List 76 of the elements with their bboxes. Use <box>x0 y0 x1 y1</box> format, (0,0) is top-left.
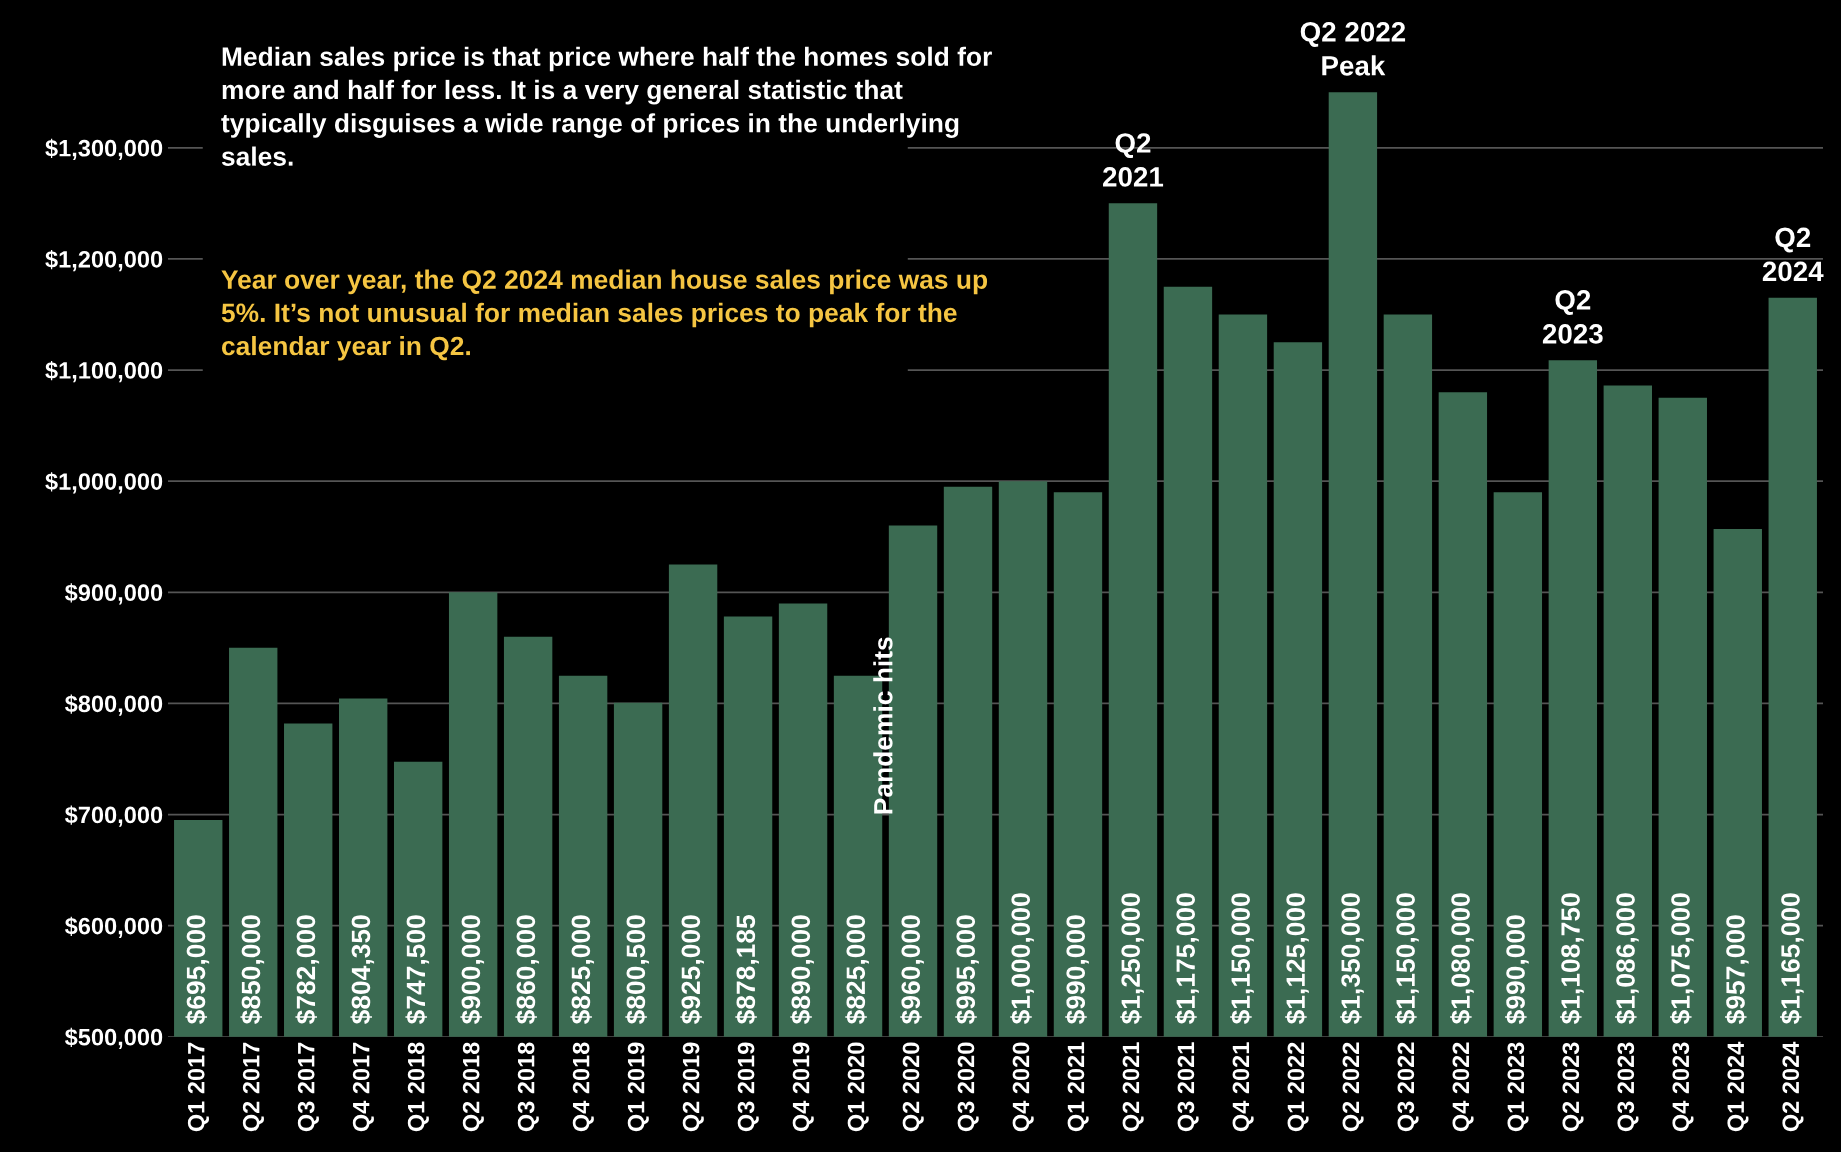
data-label: $800,500 <box>625 915 650 1025</box>
data-label: $1,175,000 <box>1175 893 1199 1025</box>
x-tick-label: Q2 2022 <box>1342 1042 1364 1132</box>
x-tick-label: Q2 2024 <box>1782 1041 1804 1132</box>
annotation: Q2 2022 Peak <box>1300 22 1406 76</box>
annotation: Year over year, the Q2 2024 median house sales price was up 5%. It’s not unusual for median sales prices to peak for the calendar year in Q2. <box>221 269 988 361</box>
y-tick-label: $700,000 <box>64 805 163 827</box>
annotation: Q2 2024 <box>1762 227 1824 282</box>
annotation: Q2 2021 <box>1103 133 1164 187</box>
x-tick-label: Q2 2023 <box>1562 1042 1584 1132</box>
data-label: $890,000 <box>790 915 814 1025</box>
data-label: $782,000 <box>295 915 320 1025</box>
x-tick-label: Q3 2020 <box>957 1042 979 1132</box>
data-label: $878,185 <box>735 915 759 1025</box>
y-tick-label: $800,000 <box>64 694 163 716</box>
y-tick-label: $1,100,000 <box>45 361 163 383</box>
y-tick-label: $500,000 <box>64 1027 163 1050</box>
x-tick-label: Q4 2017 <box>352 1042 374 1132</box>
x-tick-label: Q1 2023 <box>1507 1042 1529 1132</box>
x-tick-label: Q1 2020 <box>847 1042 869 1132</box>
x-tick-label: Q3 2022 <box>1397 1042 1419 1132</box>
x-tick-label: Q3 2017 <box>297 1042 319 1132</box>
x-tick-label: Q4 2020 <box>1012 1042 1034 1132</box>
data-label: $1,250,000 <box>1120 893 1144 1025</box>
data-label: $860,000 <box>515 915 540 1025</box>
data-label: $957,000 <box>1725 915 1749 1025</box>
x-tick-label: Q2 2021 <box>1122 1042 1144 1132</box>
x-tick-label: Q3 2023 <box>1617 1042 1639 1132</box>
x-tick-label: Q1 2018 <box>407 1042 429 1132</box>
data-label: $1,350,000 <box>1340 893 1364 1025</box>
data-label: $995,000 <box>955 915 979 1025</box>
x-tick-label: Q4 2021 <box>1232 1042 1254 1132</box>
y-tick-label: $600,000 <box>64 916 163 938</box>
data-label: $1,080,000 <box>1450 893 1474 1025</box>
y-tick-label: $1,000,000 <box>45 472 163 494</box>
data-label: $804,350 <box>350 915 375 1025</box>
data-label: $925,000 <box>680 915 704 1025</box>
x-tick-label: Q1 2017 <box>187 1042 209 1132</box>
data-label: $960,000 <box>900 915 924 1025</box>
x-tick-label: Q2 2018 <box>462 1042 484 1132</box>
x-tick-label: Q2 2019 <box>682 1042 704 1132</box>
y-tick-label: $1,300,000 <box>45 138 163 161</box>
data-label: $1,125,000 <box>1285 893 1309 1025</box>
data-label: $850,000 <box>240 915 265 1025</box>
x-tick-label: Q4 2019 <box>792 1042 814 1132</box>
annotation: Q2 2023 <box>1542 290 1603 344</box>
data-label: $825,000 <box>845 915 869 1025</box>
data-label: $1,086,000 <box>1615 893 1639 1025</box>
data-label: $1,150,000 <box>1230 893 1254 1025</box>
data-label: $990,000 <box>1505 915 1529 1025</box>
data-label: $1,150,000 <box>1395 893 1419 1025</box>
x-tick-label: Q3 2019 <box>737 1042 759 1132</box>
data-label: $695,000 <box>185 915 210 1025</box>
y-tick-label: $1,200,000 <box>45 249 163 272</box>
x-tick-label: Q1 2024 <box>1727 1041 1749 1132</box>
data-label: $1,165,000 <box>1780 893 1804 1025</box>
x-tick-label: Q2 2020 <box>902 1042 924 1132</box>
x-tick-label: Q4 2022 <box>1452 1042 1474 1132</box>
x-tick-label: Q4 2023 <box>1672 1042 1694 1132</box>
x-tick-label: Q3 2018 <box>517 1042 539 1132</box>
data-label: $1,000,000 <box>1010 893 1034 1025</box>
data-label: $990,000 <box>1065 915 1089 1025</box>
data-label: $1,108,750 <box>1560 893 1584 1025</box>
data-label: $900,000 <box>460 915 485 1025</box>
x-tick-label: Q2 2017 <box>242 1042 264 1132</box>
x-tick-label: Q4 2018 <box>572 1042 594 1132</box>
y-tick-label: $900,000 <box>64 583 163 605</box>
data-label: $825,000 <box>570 915 595 1025</box>
x-tick-label: Q1 2019 <box>627 1042 649 1132</box>
data-label: $747,500 <box>405 915 430 1025</box>
data-label: $1,075,000 <box>1670 893 1694 1025</box>
x-tick-label: Q3 2021 <box>1177 1042 1199 1132</box>
annotation: Pandemic hits <box>873 637 893 814</box>
x-tick-label: Q1 2021 <box>1067 1042 1089 1132</box>
x-tick-label: Q1 2022 <box>1287 1042 1309 1132</box>
annotation: Median sales price is that price where half the homes sold for more and half for less. It is a very general statistic that typically disguises a wide range of prices in the underlying sales. <box>221 46 992 166</box>
